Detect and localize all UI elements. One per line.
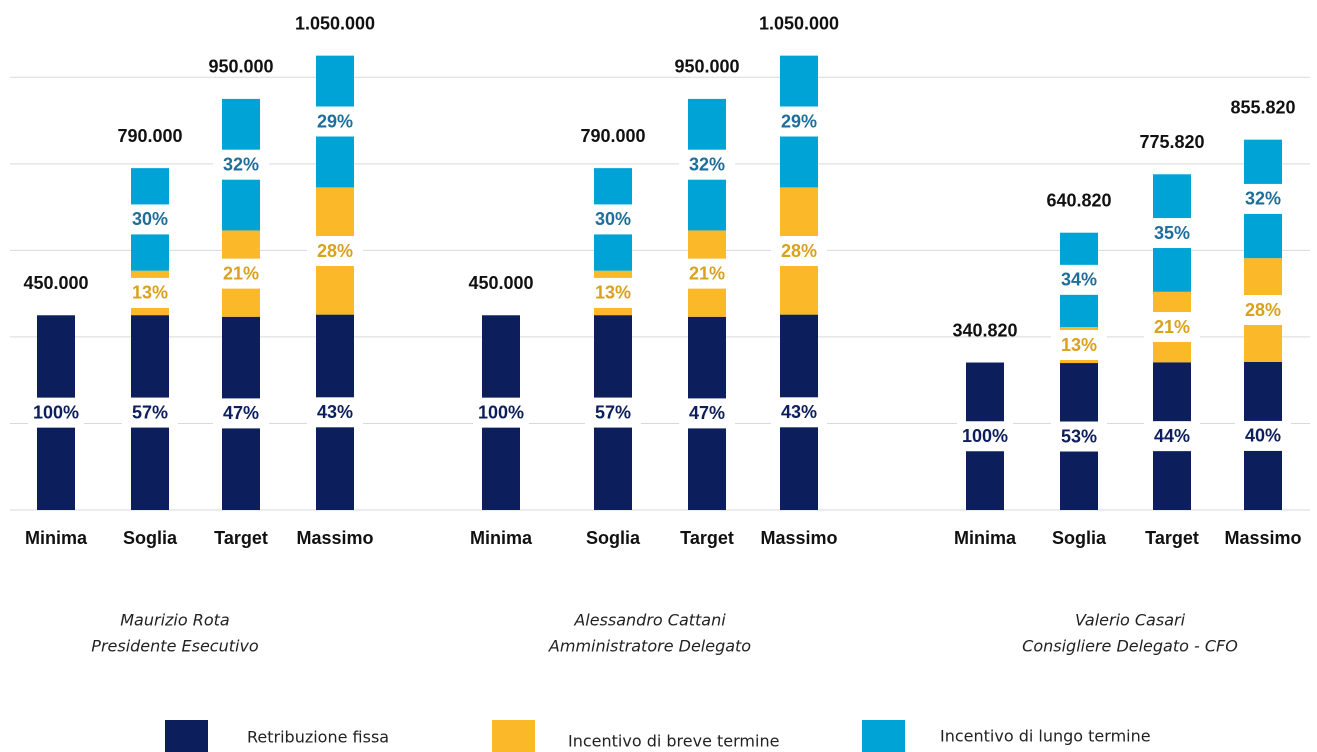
- segment-label: 47%: [223, 403, 259, 423]
- legend-label: Incentivo di lungo termine: [940, 727, 1151, 746]
- total-label: 790.000: [580, 126, 645, 146]
- segment-label: 34%: [1061, 270, 1097, 290]
- segment-label: 32%: [1245, 189, 1281, 209]
- label-bg: [1235, 295, 1291, 326]
- segment-label: 43%: [781, 402, 817, 422]
- label-bg: [28, 397, 84, 428]
- label-bg: [213, 149, 269, 180]
- legend-label: Incentivo di breve termine: [568, 732, 779, 751]
- group-name: Valerio Casari: [1075, 611, 1186, 630]
- segment-label: 100%: [33, 402, 79, 422]
- segment-label: 40%: [1245, 426, 1281, 446]
- segment-label: 43%: [317, 402, 353, 422]
- segment-label: 29%: [781, 111, 817, 131]
- label-bg: [213, 398, 269, 429]
- segment-label: 28%: [781, 241, 817, 261]
- segment-label: 13%: [595, 283, 631, 303]
- label-bg: [679, 258, 735, 289]
- label-bg: [1144, 421, 1200, 452]
- label-bg: [679, 398, 735, 429]
- x-tick-label: Minima: [25, 528, 88, 548]
- total-label: 790.000: [117, 126, 182, 146]
- group-name: Maurizio Rota: [120, 611, 229, 630]
- legend-swatch: [165, 720, 208, 752]
- label-bg: [585, 277, 641, 308]
- group-role: Amministratore Delegato: [548, 637, 751, 656]
- segment-label: 100%: [478, 402, 524, 422]
- group-role: Presidente Esecutivo: [91, 637, 259, 656]
- total-label: 640.820: [1046, 190, 1111, 210]
- segment-label: 21%: [689, 263, 725, 283]
- segment-label: 30%: [132, 209, 168, 229]
- segment-label: 35%: [1154, 223, 1190, 243]
- group-name: Alessandro Cattani: [573, 611, 726, 630]
- x-tick-label: Target: [680, 528, 734, 548]
- label-bg: [307, 236, 363, 267]
- total-label: 450.000: [468, 273, 533, 293]
- segment-label: 29%: [317, 111, 353, 131]
- label-bg: [585, 397, 641, 428]
- segment-label: 30%: [595, 209, 631, 229]
- x-tick-label: Massimo: [1224, 528, 1301, 548]
- label-bg: [122, 204, 178, 235]
- legend-label: Retribuzione fissa: [247, 728, 389, 747]
- total-label: 950.000: [208, 57, 273, 77]
- legend-swatch: [862, 720, 905, 752]
- x-tick-label: Soglia: [586, 528, 641, 548]
- x-tick-label: Target: [214, 528, 268, 548]
- x-tick-label: Massimo: [760, 528, 837, 548]
- group-role: Consigliere Delegato - CFO: [1022, 637, 1238, 656]
- total-label: 1.050.000: [295, 13, 375, 33]
- segment-label: 47%: [689, 403, 725, 423]
- segment-label: 32%: [689, 154, 725, 174]
- segment-label: 28%: [1245, 300, 1281, 320]
- x-tick-label: Target: [1145, 528, 1199, 548]
- label-bg: [307, 106, 363, 137]
- total-label: 775.820: [1139, 132, 1204, 152]
- x-tick-label: Massimo: [296, 528, 373, 548]
- segment-label: 53%: [1061, 426, 1097, 446]
- segment-label: 13%: [1061, 335, 1097, 355]
- segment-label: 21%: [1154, 317, 1190, 337]
- segment-label: 57%: [595, 402, 631, 422]
- label-bg: [1051, 264, 1107, 295]
- x-tick-label: Soglia: [1052, 528, 1107, 548]
- label-bg: [957, 421, 1013, 452]
- label-bg: [771, 236, 827, 267]
- segment-label: 21%: [223, 263, 259, 283]
- label-bg: [1051, 330, 1107, 361]
- label-bg: [307, 397, 363, 428]
- segment-label: 57%: [132, 402, 168, 422]
- x-tick-label: Minima: [470, 528, 533, 548]
- total-label: 950.000: [674, 57, 739, 77]
- label-bg: [1235, 183, 1291, 214]
- label-bg: [679, 149, 735, 180]
- label-bg: [213, 258, 269, 289]
- label-bg: [122, 397, 178, 428]
- x-tick-label: Soglia: [123, 528, 178, 548]
- segment-label: 13%: [132, 283, 168, 303]
- label-bg: [771, 397, 827, 428]
- label-bg: [585, 204, 641, 235]
- label-bg: [1144, 312, 1200, 343]
- segment-label: 100%: [962, 426, 1008, 446]
- label-bg: [473, 397, 529, 428]
- total-label: 1.050.000: [759, 13, 839, 33]
- segment-label: 44%: [1154, 426, 1190, 446]
- label-bg: [122, 277, 178, 308]
- legend-swatch: [492, 720, 535, 752]
- segment-label: 28%: [317, 241, 353, 261]
- segment-label: 32%: [223, 154, 259, 174]
- label-bg: [1235, 420, 1291, 451]
- total-label: 450.000: [23, 273, 88, 293]
- total-label: 340.820: [952, 320, 1017, 340]
- label-bg: [771, 106, 827, 137]
- label-bg: [1051, 421, 1107, 452]
- total-label: 855.820: [1230, 97, 1295, 117]
- label-bg: [1144, 218, 1200, 249]
- x-tick-label: Minima: [954, 528, 1017, 548]
